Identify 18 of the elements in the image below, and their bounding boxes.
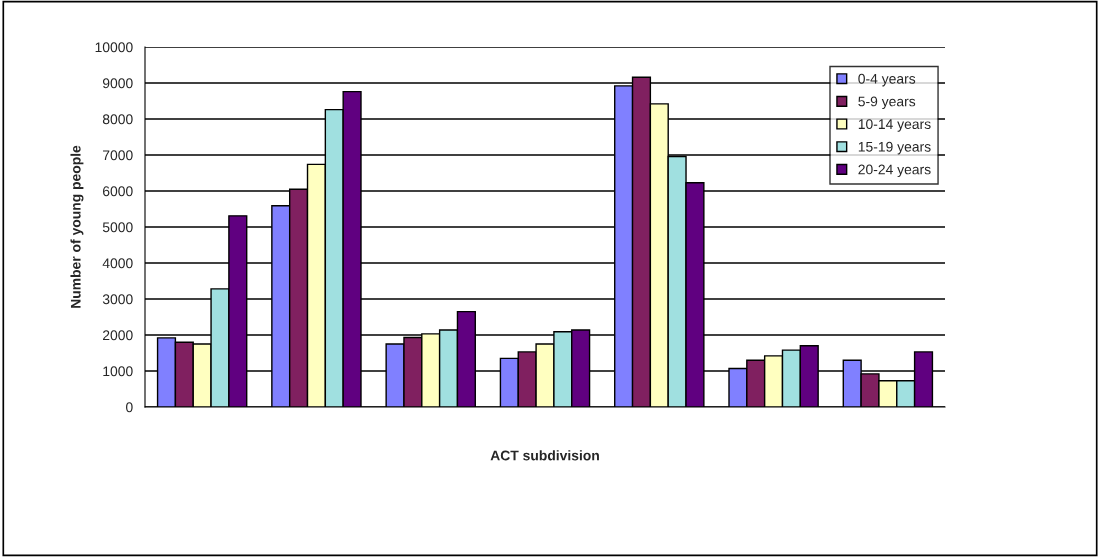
y-tick-label: 3000	[102, 294, 133, 305]
y-tick-label: 8000	[102, 114, 133, 125]
y-tick-label: 2000	[103, 330, 133, 341]
y-tick-label: 0	[126, 402, 133, 413]
y-tick-label: 6000	[103, 186, 133, 197]
y-tick-label: 7000	[103, 150, 133, 161]
y-axis-title: Number of young people	[70, 145, 84, 308]
y-tick-label: 9000	[102, 78, 133, 89]
y-tick-label: 10000	[95, 42, 133, 53]
y-tick-label: 5000	[102, 222, 133, 233]
legend-label: 15-19 years	[858, 141, 931, 155]
legend-label: 0-4 years	[858, 73, 916, 87]
legend-label: 5-9 years	[858, 96, 916, 110]
legend-label: 10-14 years	[858, 119, 931, 132]
x-axis-title: ACT subdivision	[490, 450, 599, 461]
y-tick-label: 4000	[102, 258, 133, 269]
legend-label: 20-24 years	[858, 164, 931, 178]
y-tick-label: 1000	[103, 366, 133, 377]
